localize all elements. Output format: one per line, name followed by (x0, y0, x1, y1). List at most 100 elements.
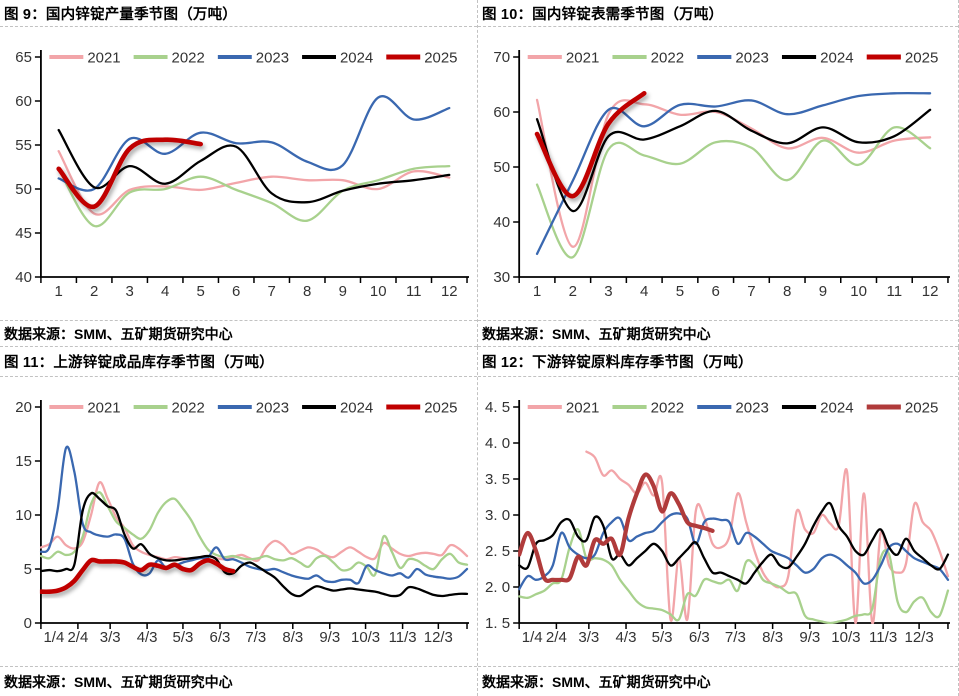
source-note: 数据来源：SMM、五矿期货研究中心 (478, 320, 958, 347)
svg-text:11/3: 11/3 (389, 629, 417, 646)
svg-text:2022: 2022 (172, 49, 205, 66)
svg-text:7/3: 7/3 (245, 629, 266, 646)
svg-text:9: 9 (819, 283, 827, 300)
chart-panel-figure-9: 图 9：国内锌锭产量季节图（万吨） 65 60 55 50 45 40 1 2 3 4 5 6 7 8 9 1… (0, 0, 478, 347)
svg-text:3/3: 3/3 (100, 629, 121, 646)
svg-text:2025: 2025 (424, 49, 457, 66)
svg-text:2024: 2024 (820, 50, 853, 67)
svg-text:2: 2 (90, 283, 98, 300)
svg-text:5: 5 (676, 283, 684, 300)
svg-text:50: 50 (493, 159, 510, 176)
svg-text:10/3: 10/3 (831, 629, 860, 646)
svg-text:9: 9 (339, 283, 347, 300)
svg-text:5/3: 5/3 (652, 629, 673, 646)
svg-text:3: 3 (126, 283, 134, 300)
svg-text:30: 30 (493, 269, 510, 286)
svg-text:2022: 2022 (651, 400, 684, 417)
svg-text:4/3: 4/3 (616, 629, 637, 646)
svg-text:6: 6 (712, 283, 720, 300)
svg-text:4: 4 (161, 283, 169, 300)
svg-text:6: 6 (232, 283, 240, 300)
svg-text:55: 55 (15, 137, 32, 154)
svg-text:5/3: 5/3 (173, 629, 194, 646)
chart-area: 65 60 55 50 45 40 1 2 3 4 5 6 7 8 9 10 11 12 2021 2022 2023 2… (0, 27, 477, 320)
svg-text:2024: 2024 (340, 399, 373, 416)
svg-text:60: 60 (15, 93, 32, 110)
svg-text:4/3: 4/3 (137, 629, 158, 646)
svg-text:3/3: 3/3 (578, 629, 599, 646)
svg-text:10/3: 10/3 (351, 629, 380, 646)
svg-text:10: 10 (850, 283, 867, 300)
svg-text:40: 40 (15, 269, 32, 286)
source-note: 数据来源：SMM、五矿期货研究中心 (478, 666, 958, 696)
svg-text:65: 65 (15, 49, 32, 66)
svg-text:2023: 2023 (735, 50, 768, 67)
chart-panel-figure-12: 图 12：下游锌锭原料库存季节图（万吨） 4. 5 4. 0 3. 5 3. 0 2. … (478, 347, 959, 696)
svg-text:3: 3 (604, 283, 612, 300)
svg-text:12: 12 (922, 283, 939, 300)
svg-text:12/3: 12/3 (424, 629, 453, 646)
chart-area: 20 15 10 5 0 1/4 2/4 3/3 4/3 5/3 6/3 7/3 8/3 9/3 10/3 1… (0, 377, 477, 666)
svg-text:70: 70 (493, 49, 510, 66)
svg-text:2. 0: 2. 0 (485, 579, 510, 596)
chart-area: 70 60 50 40 30 1 2 3 4 5 6 7 8 9 10 11 12 2021 2022 2023 202… (478, 27, 958, 320)
svg-text:12: 12 (441, 283, 458, 300)
svg-text:9/3: 9/3 (319, 629, 340, 646)
chart-panel-figure-10: 图 10：国内锌锭表需季节图（万吨） 70 60 50 40 30 1 2 3 4 5 6 7 8 9 10… (478, 0, 959, 347)
svg-text:2021: 2021 (87, 49, 120, 66)
svg-text:2025: 2025 (905, 50, 938, 67)
svg-text:2024: 2024 (340, 49, 373, 66)
svg-text:3. 5: 3. 5 (485, 471, 510, 488)
chart-area: 4. 5 4. 0 3. 5 3. 0 2. 5 2. 0 1. 5 1/4 2/4 3/3 4/3… (478, 377, 958, 666)
svg-text:2: 2 (569, 283, 577, 300)
svg-text:10: 10 (15, 507, 32, 524)
svg-text:2022: 2022 (172, 399, 205, 416)
seasonal-line-chart: 20 15 10 5 0 1/4 2/4 3/3 4/3 5/3 6/3 7/3 8/3 9/3 10/3 1… (15, 399, 470, 646)
svg-text:2022: 2022 (651, 50, 684, 67)
svg-text:45: 45 (15, 225, 32, 242)
svg-text:40: 40 (493, 214, 510, 231)
svg-text:2/4: 2/4 (546, 629, 567, 646)
svg-text:2021: 2021 (87, 399, 120, 416)
svg-text:6/3: 6/3 (210, 629, 231, 646)
svg-text:11: 11 (406, 283, 422, 300)
svg-text:5: 5 (24, 561, 32, 578)
seasonal-line-chart: 4. 5 4. 0 3. 5 3. 0 2. 5 2. 0 1. 5 1/4 2/4 3/3 4/3… (485, 399, 950, 646)
svg-text:8/3: 8/3 (762, 629, 783, 646)
svg-text:8: 8 (303, 283, 311, 300)
svg-text:2021: 2021 (566, 50, 599, 67)
svg-text:1/4: 1/4 (522, 629, 543, 646)
panel-title: 图 9：国内锌锭产量季节图（万吨） (0, 0, 477, 27)
svg-text:50: 50 (15, 181, 32, 198)
svg-text:2025: 2025 (424, 399, 457, 416)
svg-text:8/3: 8/3 (282, 629, 303, 646)
svg-text:15: 15 (15, 453, 32, 470)
svg-text:4: 4 (640, 283, 648, 300)
panel-title: 图 12：下游锌锭原料库存季节图（万吨） (478, 347, 958, 377)
svg-text:1: 1 (55, 283, 63, 300)
svg-text:2024: 2024 (820, 400, 853, 417)
svg-text:60: 60 (493, 104, 510, 121)
svg-text:2023: 2023 (256, 49, 289, 66)
svg-text:4. 0: 4. 0 (485, 435, 510, 452)
svg-text:20: 20 (15, 399, 32, 416)
source-note: 数据来源：SMM、五矿期货研究中心 (0, 320, 477, 347)
svg-text:7: 7 (747, 283, 755, 300)
chart-panel-figure-11: 图 11：上游锌锭成品库存季节图（万吨） 20 15 10 5 0 1/4 2/4 3/3 4/… (0, 347, 478, 696)
svg-text:4. 5: 4. 5 (485, 399, 510, 416)
svg-text:2/4: 2/4 (68, 629, 89, 646)
svg-text:6/3: 6/3 (689, 629, 710, 646)
svg-text:2021: 2021 (566, 400, 599, 417)
svg-text:7/3: 7/3 (725, 629, 746, 646)
svg-text:5: 5 (197, 283, 205, 300)
svg-text:1/4: 1/4 (43, 629, 64, 646)
svg-text:12/3: 12/3 (904, 629, 933, 646)
svg-text:2023: 2023 (256, 399, 289, 416)
svg-text:3. 0: 3. 0 (485, 507, 510, 524)
svg-text:2023: 2023 (735, 400, 768, 417)
svg-text:2. 5: 2. 5 (485, 543, 510, 560)
svg-text:11/3: 11/3 (869, 629, 897, 646)
